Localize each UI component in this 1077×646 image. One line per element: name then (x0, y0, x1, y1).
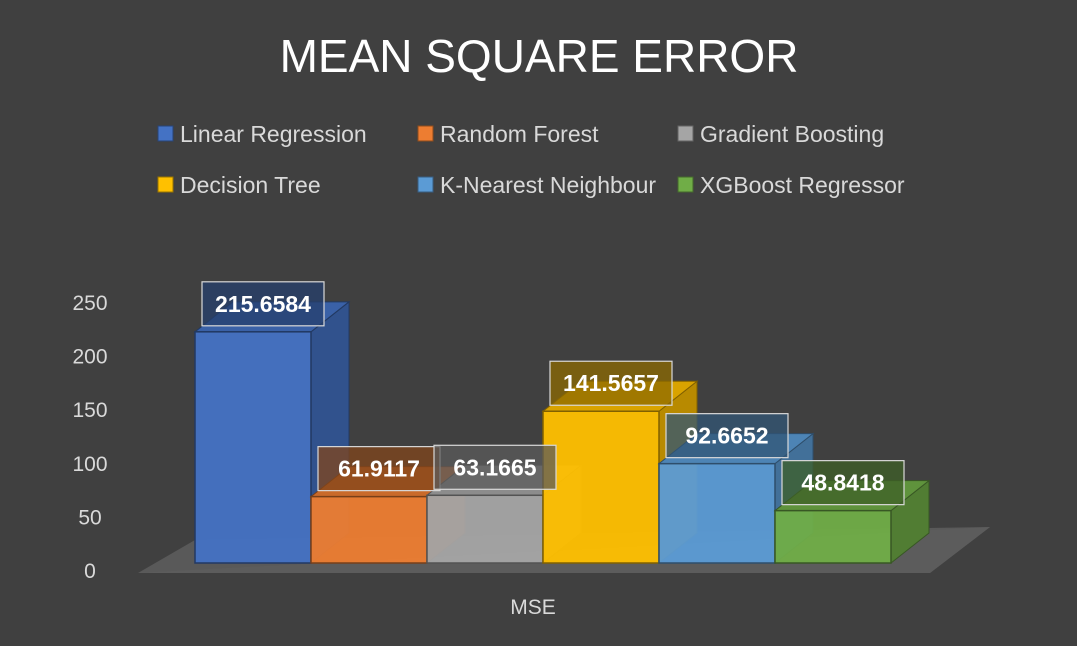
legend-item-k-nearest-neighbour: K-Nearest Neighbour (417, 172, 656, 198)
bar-front (426, 494, 544, 564)
legend-item-gradient-boosting: Gradient Boosting (677, 121, 884, 147)
y-tick-label: 250 (72, 292, 107, 315)
bar-front (310, 495, 428, 564)
bar-front (194, 331, 312, 564)
data-label-box (549, 360, 673, 406)
data-label-box (665, 413, 789, 459)
legend-swatch (417, 176, 434, 193)
legend-label: Linear Regression (180, 121, 367, 147)
bar-front (658, 462, 776, 564)
y-tick-label: 150 (72, 399, 107, 422)
legend-item-xgboost-regressor: XGBoost Regressor (677, 172, 905, 198)
legend-swatch (417, 125, 434, 142)
chart-legend: Linear Regression Random Forest Gradient B… (157, 121, 905, 198)
chart-title: MEAN SQUARE ERROR (280, 30, 799, 82)
data-label-random-forest: 61.9117 (317, 446, 441, 492)
bar-front (542, 410, 660, 564)
data-label-k-nearest-neighbour: 92.6652 (665, 413, 789, 459)
data-labels-group: 215.6584 61.9117 63.1665 141.5657 92.6652 48.… (201, 281, 905, 506)
data-label-text: 92.6652 (685, 423, 768, 449)
legend-label: XGBoost Regressor (700, 172, 905, 198)
legend-item-decision-tree: Decision Tree (157, 172, 321, 198)
legend-swatch (677, 176, 694, 193)
data-label-box (317, 446, 441, 492)
data-label-box (781, 460, 905, 506)
data-label-text: 141.5657 (563, 370, 659, 396)
data-label-linear-regression: 215.6584 (201, 281, 325, 327)
legend-label: Gradient Boosting (700, 121, 884, 147)
data-label-text: 215.6584 (215, 291, 311, 317)
data-label-decision-tree: 141.5657 (549, 360, 673, 406)
data-label-box (201, 281, 325, 327)
legend-item-linear-regression: Linear Regression (157, 121, 367, 147)
legend-label: Random Forest (440, 121, 599, 147)
bar-front (774, 509, 892, 564)
legend-swatch (157, 176, 174, 193)
category-label-mse: MSE (510, 596, 556, 619)
data-label-gradient-boosting: 63.1665 (433, 444, 557, 490)
bar-series-group (193, 300, 931, 565)
legend-label: K-Nearest Neighbour (440, 172, 656, 198)
y-tick-label: 0 (84, 560, 96, 583)
y-tick-label: 200 (72, 346, 107, 369)
y-axis: 0 50 100 150 200 250 (72, 292, 107, 583)
data-label-box (433, 444, 557, 490)
data-label-text: 48.8418 (801, 470, 884, 496)
legend-swatch (677, 125, 694, 142)
data-label-text: 61.9117 (338, 456, 420, 482)
data-label-xgboost-regressor: 48.8418 (781, 460, 905, 506)
legend-swatch (157, 125, 174, 142)
legend-item-random-forest: Random Forest (417, 121, 599, 147)
legend-label: Decision Tree (180, 172, 321, 198)
y-tick-label: 100 (72, 453, 107, 476)
y-tick-label: 50 (78, 506, 101, 529)
data-label-text: 63.1665 (453, 454, 536, 480)
